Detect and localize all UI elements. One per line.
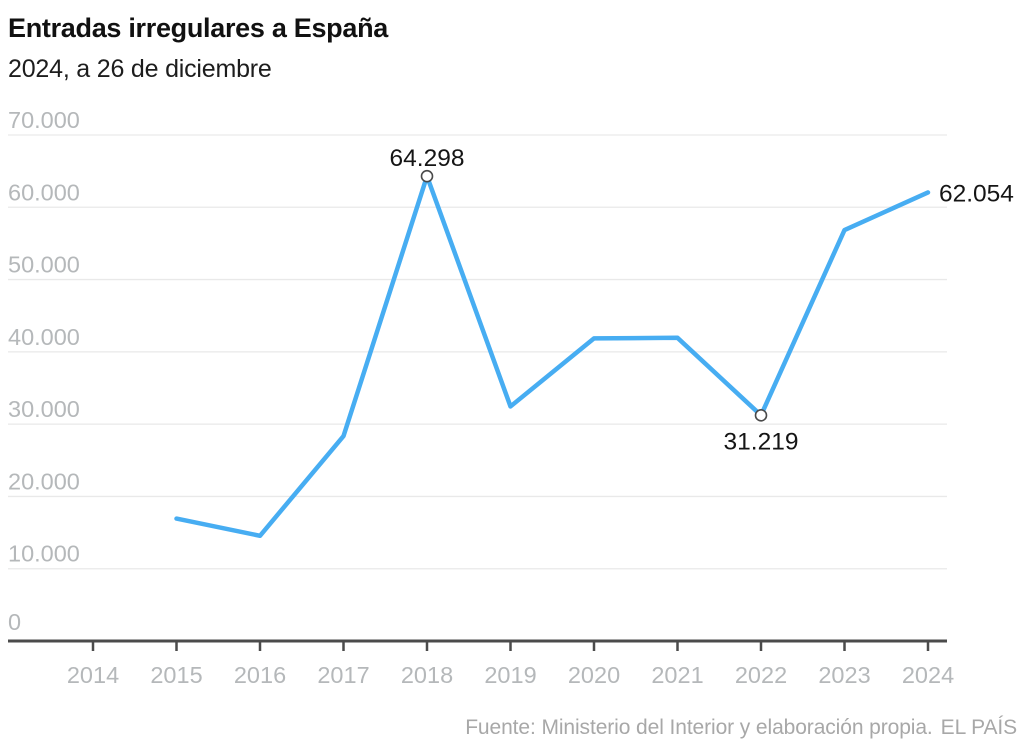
x-tick-label: 2024 xyxy=(902,662,954,688)
data-point-label: 64.298 xyxy=(390,145,465,172)
y-tick-label: 30.000 xyxy=(8,396,80,422)
y-tick-label: 50.000 xyxy=(8,252,80,278)
source-line: Fuente: Ministerio del Interior y elabor… xyxy=(465,716,1017,740)
y-tick-label: 0 xyxy=(8,609,21,635)
data-point-label: 31.219 xyxy=(724,428,799,455)
x-tick-label: 2014 xyxy=(67,662,119,688)
y-tick-label: 60.000 xyxy=(8,179,80,205)
data-line xyxy=(174,173,931,539)
x-tick-label: 2019 xyxy=(484,662,536,688)
source-text: Fuente: Ministerio del Interior y elabor… xyxy=(465,716,933,739)
x-tick-label: 2021 xyxy=(651,662,703,688)
x-tick-label: 2020 xyxy=(568,662,620,688)
data-point-label: 62.054 xyxy=(939,180,1014,207)
x-tick-label: 2015 xyxy=(150,662,202,688)
y-tick-label: 40.000 xyxy=(8,324,80,350)
x-tick-label: 2017 xyxy=(317,662,369,688)
x-tick-label: 2023 xyxy=(818,662,870,688)
y-tick-label: 20.000 xyxy=(8,468,80,494)
y-tick-label: 10.000 xyxy=(8,541,80,567)
page-title: Entradas irregulares a España xyxy=(8,13,388,43)
brand: EL PAÍS xyxy=(940,716,1017,739)
x-tick-label: 2022 xyxy=(735,662,787,688)
y-tick-label: 70.000 xyxy=(8,107,80,133)
x-tick-label: 2018 xyxy=(401,662,453,688)
data-point-marker xyxy=(420,169,434,183)
data-point-marker xyxy=(754,409,768,422)
x-tick-label: 2016 xyxy=(234,662,286,688)
page-subtitle: 2024, a 26 de diciembre xyxy=(8,55,272,83)
